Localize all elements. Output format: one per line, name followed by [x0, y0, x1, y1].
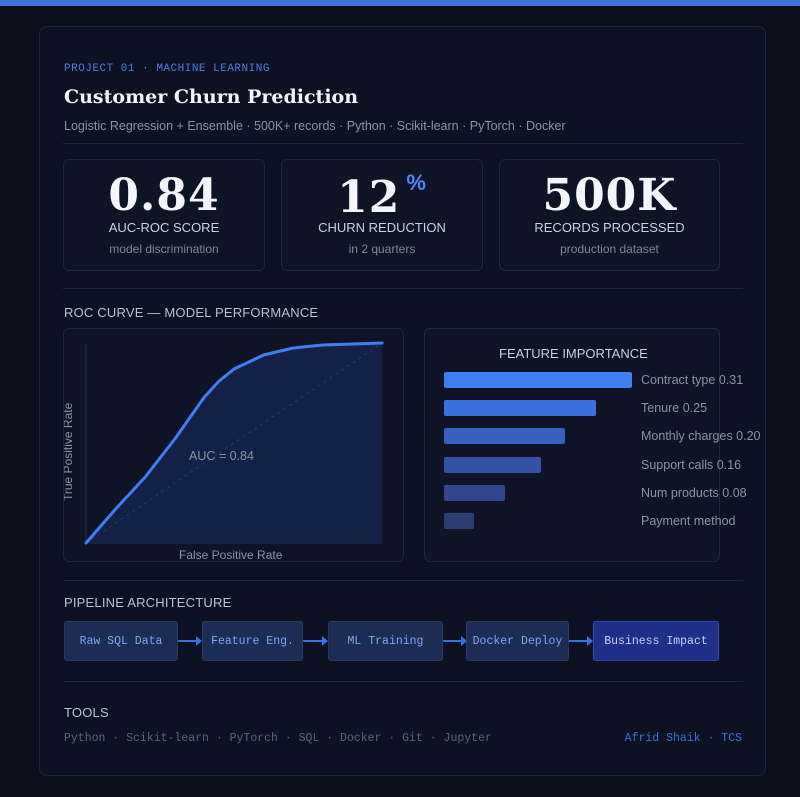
feature-label: Monthly charges 0.20 — [641, 429, 761, 444]
feature-bar — [444, 372, 632, 388]
feature-label: Contract type 0.31 — [641, 373, 744, 387]
feature-bar — [444, 428, 566, 445]
pipeline-arrow — [443, 636, 467, 646]
pipeline-step-raw-sql: Raw SQL Data — [64, 621, 178, 661]
feature-label: Tenure 0.25 — [641, 401, 708, 416]
feature-importance-title: FEATURE IMPORTANCE — [499, 346, 648, 361]
stat-label: AUC-ROC SCORE — [108, 220, 220, 235]
tools-list: Python · Scikit-learn · PyTorch · SQL · … — [64, 732, 492, 745]
y-axis-label: True Positive Rate — [64, 402, 75, 501]
divider — [63, 580, 743, 581]
stat-number: 12 — [337, 172, 401, 223]
pipeline-arrow — [178, 636, 202, 646]
stat-sub: model discrimination — [109, 242, 219, 256]
divider — [63, 681, 743, 682]
feature-bar — [444, 513, 475, 529]
x-axis-label: False Positive Rate — [179, 548, 283, 562]
roc-section-title: ROC CURVE — MODEL PERFORMANCE — [64, 305, 319, 320]
tools-section-title: TOOLS — [64, 705, 109, 720]
pipeline-arrow — [569, 636, 593, 646]
author-credit: Afrid Shaik · TCS — [624, 732, 742, 745]
stat-card-churn: 12% CHURN REDUCTION in 2 quarters — [281, 159, 483, 271]
pipeline-step-feature-eng: Feature Eng. — [202, 621, 303, 661]
pipeline-step-business-impact: Business Impact — [593, 621, 719, 661]
top-accent-bar — [0, 0, 800, 6]
roc-curve-line — [84, 341, 384, 545]
stat-label: RECORDS PROCESSED — [534, 220, 685, 235]
feature-bar — [444, 400, 596, 417]
feature-label: Payment method — [641, 514, 736, 528]
project-title: Customer Churn Prediction — [64, 86, 359, 108]
stat-sub: production dataset — [560, 242, 659, 256]
feature-label: Support calls 0.16 — [641, 457, 742, 472]
project-card: PROJECT 01 · MACHINE LEARNING Customer C… — [39, 26, 766, 776]
stat-label: CHURN REDUCTION — [318, 220, 446, 235]
stat-sub: in 2 quarters — [348, 242, 416, 256]
project-subtitle: Logistic Regression + Ensemble · 500K+ r… — [64, 119, 566, 133]
stat-value: 12% — [282, 170, 482, 223]
stat-unit: % — [406, 170, 427, 195]
divider — [63, 143, 743, 144]
feature-bar — [444, 484, 505, 501]
stat-card-auc: 0.84 AUC-ROC SCORE model discrimination — [63, 159, 265, 271]
stat-value: 0.84 — [108, 170, 220, 221]
pipeline-step-ml-training: ML Training — [328, 621, 443, 661]
pipeline-step-docker-deploy: Docker Deploy — [466, 621, 569, 661]
feature-label: Num products 0.08 — [641, 485, 747, 500]
divider — [63, 288, 743, 289]
project-eyebrow: PROJECT 01 · MACHINE LEARNING — [64, 63, 270, 75]
pipeline-section-title: PIPELINE ARCHITECTURE — [64, 595, 232, 610]
feature-bar — [444, 456, 542, 473]
auc-annotation: AUC = 0.84 — [189, 449, 254, 463]
roc-chart-panel: AUC = 0.84 True Positive Rate False Posi… — [63, 328, 404, 562]
stat-value: 500K — [542, 170, 677, 221]
feature-importance-panel: FEATURE IMPORTANCE Contract type 0.31 Ten… — [424, 328, 761, 562]
pipeline-arrow — [303, 636, 328, 646]
roc-chart: AUC = 0.84 True Positive Rate False Posi… — [64, 341, 384, 562]
stat-card-records: 500K RECORDS PROCESSED production datase… — [499, 159, 720, 271]
